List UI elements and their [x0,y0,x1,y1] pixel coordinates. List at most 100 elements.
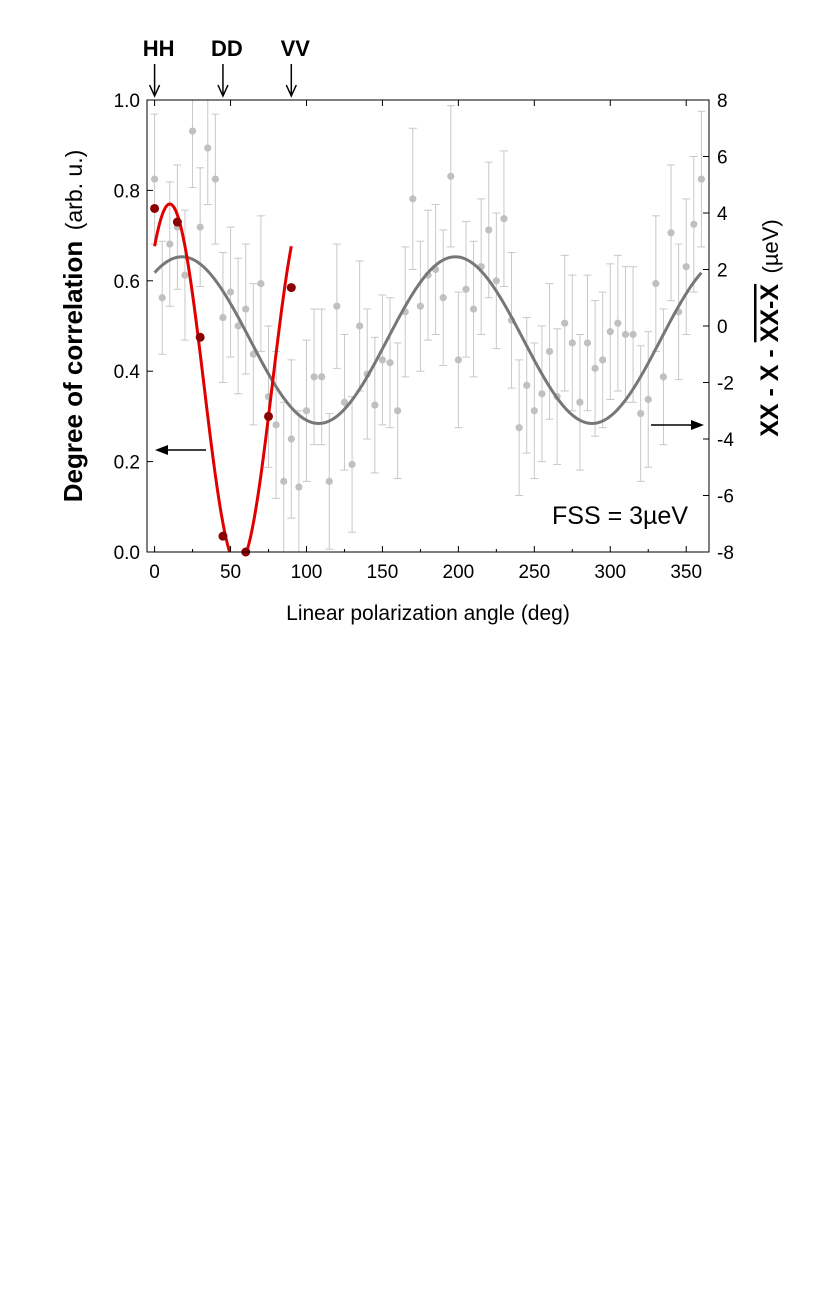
left-y-axis-title-main: Degree of correlation [58,241,88,503]
energy-splitting-point [401,246,410,378]
energy-splitting-point [150,113,159,245]
energy-splitting-point [393,342,402,480]
right-axis-arrow [651,420,704,430]
right-y-tick-label: -4 [717,430,734,451]
energy-splitting-point [272,350,281,499]
energy-splitting-point [439,229,448,367]
energy-splitting-point [568,274,577,412]
energy-splitting-point [294,410,303,553]
right-y-tick-label: 6 [717,148,728,169]
x-tick-label: 300 [594,562,626,583]
energy-splitting-point [211,113,220,245]
energy-splitting-point [446,105,455,248]
energy-splitting-series [150,99,706,553]
energy-splitting-point [644,331,653,468]
left-y-tick-label: 1.0 [114,91,140,112]
energy-splitting-point [348,396,357,533]
energy-splitting-point [378,294,387,426]
energy-splitting-point [591,300,600,437]
basis-marker-label: VV [281,36,311,61]
left-y-axis-title: Degree of correlation (arb. u.) [58,150,88,503]
basis-marker-label: HH [143,36,175,61]
energy-splitting-point [431,204,440,335]
x-tick-label: 200 [443,562,475,583]
energy-splitting-point [332,243,341,369]
energy-splitting-point [545,283,554,420]
energy-splitting-point [575,333,584,471]
energy-splitting-point [256,215,265,352]
right-y-axis: -8 -6 -4 -2 0 2 4 6 8 [703,91,734,564]
energy-splitting-point [598,291,607,429]
x-axis-title: Linear polarization angle (deg) [286,602,570,625]
energy-splitting-point [461,220,470,358]
right-y-axis-title-unit: (µeV) [758,219,783,273]
energy-splitting-point [606,263,615,400]
left-y-tick-label: 0.8 [114,181,140,202]
left-y-tick-label: 0.0 [114,543,140,564]
x-tick-label: 50 [220,562,241,583]
energy-splitting-point [325,413,334,550]
energy-splitting-point [492,212,501,350]
energy-splitting-point [636,345,645,482]
left-y-tick-label: 0.2 [114,453,140,474]
x-axis: 0 50 100 150 200 250 300 350 [149,100,702,583]
x-tick-label: 250 [518,562,550,583]
energy-splitting-point [537,325,546,463]
energy-splitting-point [180,209,189,341]
basis-marker-arrowhead [285,84,297,98]
energy-splitting-point [621,266,630,403]
right-y-tick-label: -2 [717,374,734,395]
energy-splitting-point [667,164,676,302]
energy-splitting-point [218,252,227,383]
right-y-axis-title: XX - X - XX-X (µeV) [756,219,784,437]
correlation-point [150,203,160,213]
energy-splitting-point [515,359,524,496]
energy-splitting-point [560,254,569,392]
energy-splitting-point [530,342,539,480]
left-y-axis-title-unit: (arb. u.) [61,150,87,231]
basis-marker-vv: VV [281,36,311,98]
energy-splitting-point [241,243,250,375]
x-tick-label: 100 [291,562,323,583]
energy-splitting-point [165,181,174,307]
x-tick-label: 150 [367,562,399,583]
left-y-tick-label: 0.4 [114,362,141,383]
right-y-axis-title-overlined: XX-X [756,284,784,343]
right-y-tick-label: -6 [717,487,734,508]
right-y-tick-label: 4 [717,204,728,225]
energy-splitting-point [583,274,592,412]
right-y-axis-title-main: XX - X - [756,342,784,436]
right-y-tick-label: 8 [717,91,728,112]
energy-splitting-point [454,291,463,429]
energy-splitting-point [340,333,349,471]
energy-splitting-point [234,257,243,395]
energy-splitting-point [370,336,379,474]
correlation-series [150,203,296,557]
energy-splitting-point [408,127,417,270]
correlation-point [195,332,205,342]
x-tick-label: 0 [149,562,160,583]
energy-splitting-point [629,266,638,403]
energy-splitting-point [613,254,622,392]
basis-marker-arrowhead [148,84,161,98]
right-y-tick-label: -8 [717,543,734,564]
energy-splitting-point [226,226,235,358]
energy-splitting-point [355,260,364,392]
basis-marker-dd: DD [211,36,243,98]
fss-annotation: FSS = 3µeV [552,502,688,530]
basis-markers: HH DD VV [143,36,311,98]
basis-marker-hh: HH [143,36,175,98]
x-tick-label: 350 [670,562,702,583]
energy-splitting-point [196,167,205,287]
energy-splitting-point [188,99,197,189]
energy-splitting-point [287,359,296,519]
energy-splitting-point [302,339,311,482]
left-y-axis: 0.0 0.2 0.4 0.6 0.8 1.0 [114,91,153,564]
energy-splitting-point [279,401,288,553]
right-y-tick-label: 0 [717,317,728,338]
energy-splitting-point [522,317,531,454]
energy-splitting-point [203,99,212,206]
correlation-point [264,411,274,421]
left-y-tick-label: 0.6 [114,272,140,293]
